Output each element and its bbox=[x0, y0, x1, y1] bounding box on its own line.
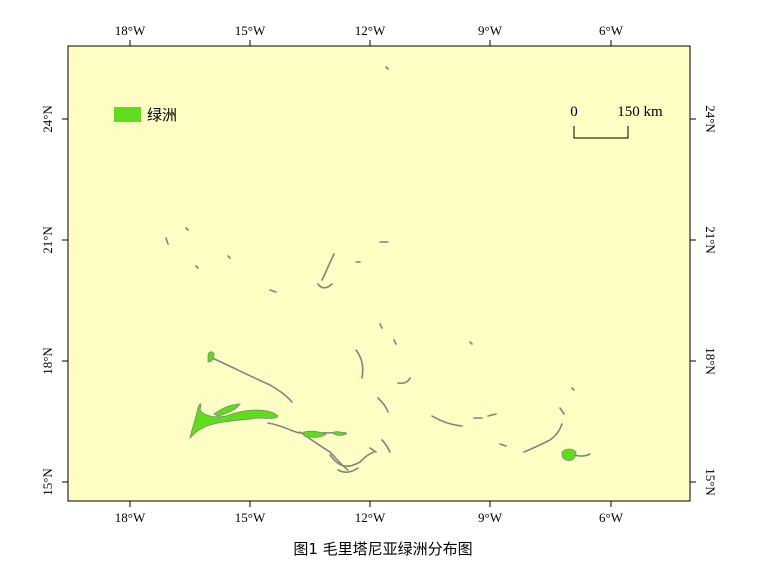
adrar-line bbox=[321, 253, 335, 281]
scale-bar-start-label: 0 bbox=[570, 104, 578, 120]
east-line-2 bbox=[523, 423, 563, 453]
lon-label-bottom-9w: 9°W bbox=[478, 510, 503, 525]
central-line bbox=[355, 349, 364, 379]
oasis-river-east-2 bbox=[333, 431, 347, 436]
scale-bar-end-label: 150 km bbox=[617, 104, 663, 120]
lon-label-top-6w: 6°W bbox=[599, 23, 624, 38]
mid-line bbox=[397, 377, 411, 385]
oasis-features bbox=[165, 66, 591, 473]
adrar-line-2 bbox=[317, 283, 333, 289]
lon-label-bottom-12w: 12°W bbox=[355, 510, 386, 525]
lon-label-bottom-18w: 18°W bbox=[115, 510, 146, 525]
tagant-line bbox=[209, 356, 293, 403]
figure-caption: 图1 毛里塔尼亚绿洲分布图 bbox=[293, 540, 473, 558]
river-branch-south bbox=[329, 451, 375, 467]
east-dots bbox=[473, 413, 507, 447]
central-east-line bbox=[377, 397, 389, 413]
oasis-atar-west bbox=[207, 351, 215, 363]
lat-label-left-15n: 15°N bbox=[40, 468, 55, 496]
west-mid-line bbox=[369, 439, 391, 453]
lon-label-top-15w: 15°W bbox=[235, 23, 266, 38]
oasis-trarza bbox=[189, 403, 279, 440]
lon-label-top-18w: 18°W bbox=[115, 23, 146, 38]
lat-label-right-15n: 15°N bbox=[703, 468, 718, 496]
lon-label-top-9w: 9°W bbox=[478, 23, 503, 38]
small-segments bbox=[165, 66, 575, 415]
lon-label-bottom-6w: 6°W bbox=[599, 510, 624, 525]
map-panel bbox=[67, 45, 691, 502]
lat-label-left-24n: 24°N bbox=[40, 105, 55, 133]
lat-label-right-18n: 18°N bbox=[703, 347, 718, 375]
scale-bar bbox=[573, 126, 629, 139]
lat-label-right-24n: 24°N bbox=[703, 105, 718, 133]
east-line bbox=[431, 415, 463, 427]
legend-swatch bbox=[114, 107, 141, 122]
oasis-river-east bbox=[303, 430, 327, 438]
oasis-trarza-north bbox=[213, 403, 241, 417]
oasis-hodh bbox=[561, 448, 577, 461]
graticule-ticks bbox=[62, 40, 696, 507]
river-branch-lower bbox=[337, 467, 359, 473]
lat-label-right-21n: 21°N bbox=[703, 226, 718, 254]
lat-label-left-18n: 18°N bbox=[40, 347, 55, 375]
legend-label: 绿洲 bbox=[147, 106, 177, 124]
lat-label-left-21n: 21°N bbox=[40, 226, 55, 254]
lon-label-top-12w: 12°W bbox=[355, 23, 386, 38]
oasis-map: 18°W 15°W 12°W 9°W 6°W 18°W 15°W 12°W 9°… bbox=[40, 23, 718, 525]
lon-label-bottom-15w: 15°W bbox=[235, 510, 266, 525]
